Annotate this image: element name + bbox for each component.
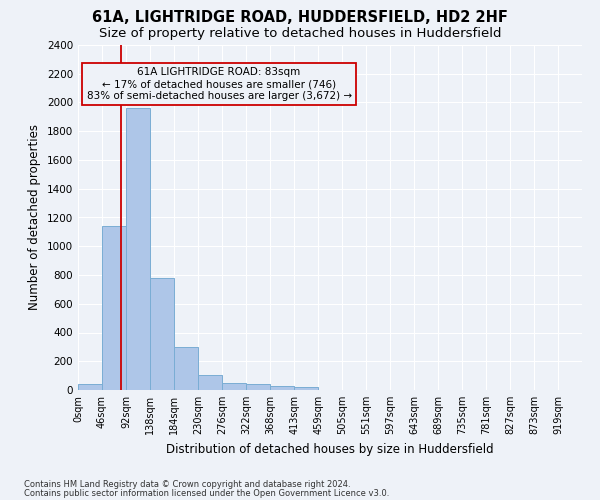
X-axis label: Distribution of detached houses by size in Huddersfield: Distribution of detached houses by size … — [166, 442, 494, 456]
Bar — [247, 384, 270, 390]
Text: 61A LIGHTRIDGE ROAD: 83sqm
← 17% of detached houses are smaller (746)
83% of sem: 61A LIGHTRIDGE ROAD: 83sqm ← 17% of deta… — [86, 68, 352, 100]
Bar — [198, 375, 222, 390]
Bar — [102, 226, 126, 390]
Bar — [174, 347, 198, 390]
Text: 61A, LIGHTRIDGE ROAD, HUDDERSFIELD, HD2 2HF: 61A, LIGHTRIDGE ROAD, HUDDERSFIELD, HD2 … — [92, 10, 508, 25]
Text: Contains HM Land Registry data © Crown copyright and database right 2024.: Contains HM Land Registry data © Crown c… — [24, 480, 350, 489]
Text: Size of property relative to detached houses in Huddersfield: Size of property relative to detached ho… — [99, 28, 501, 40]
Bar — [150, 278, 174, 390]
Y-axis label: Number of detached properties: Number of detached properties — [28, 124, 41, 310]
Bar — [294, 387, 317, 390]
Bar — [78, 384, 102, 390]
Text: Contains public sector information licensed under the Open Government Licence v3: Contains public sector information licen… — [24, 489, 389, 498]
Bar — [126, 108, 150, 390]
Bar — [271, 386, 294, 390]
Bar — [222, 383, 246, 390]
